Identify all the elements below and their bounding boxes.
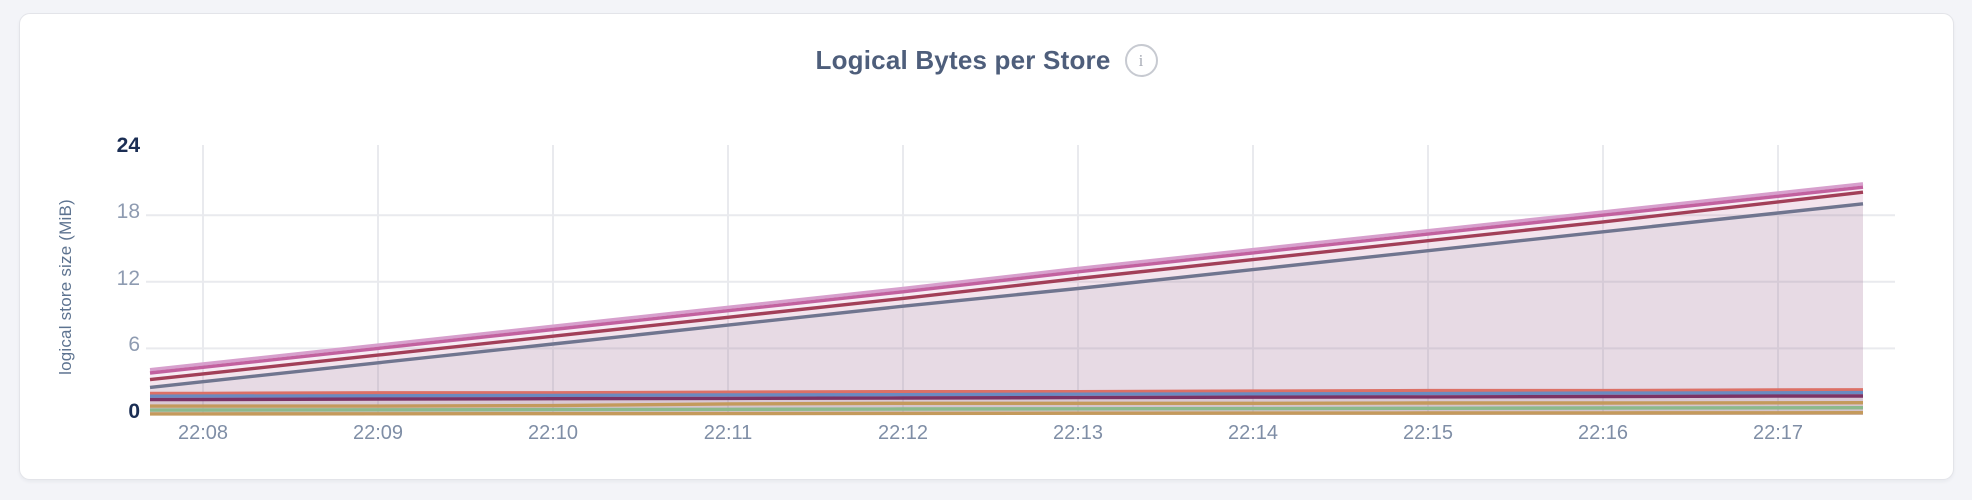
- y-tick-label: 18: [116, 200, 140, 224]
- y-tick-label: 6: [128, 333, 140, 357]
- series-line-store-1-pale-pink: [149, 182, 1864, 372]
- x-tick-label: 22:10: [527, 422, 579, 444]
- x-tick-label: 22:11: [703, 422, 753, 444]
- series-line-store-8-tan: [150, 401, 1864, 408]
- series-area-store-2-magenta: [150, 187, 1863, 415]
- series-line-store-2-magenta: [149, 185, 1864, 375]
- series-area-store-4-slate: [150, 203, 1863, 415]
- x-tick-label: 22:08: [177, 422, 229, 444]
- series-line-store-5-salmon: [149, 388, 1864, 396]
- series-line-store-3-crimson: [149, 190, 1864, 382]
- x-tick-label: 22:13: [1052, 422, 1104, 444]
- x-tick-label: 22:15: [1402, 422, 1454, 444]
- x-tick-label: 22:17: [1752, 422, 1804, 444]
- series-area-store-3-crimson: [150, 192, 1863, 415]
- series-line-store-7-plum: [149, 394, 1864, 402]
- series-line-store-6-blue: [149, 390, 1864, 398]
- y-tick-label: 24: [116, 133, 140, 157]
- series-line-store-10-tan: [150, 411, 1864, 416]
- chart-header: Logical Bytes per Store i: [20, 44, 1953, 77]
- x-tick-label: 22:09: [352, 422, 404, 444]
- y-tick-label: 12: [116, 266, 140, 290]
- x-tick-label: 22:16: [1577, 422, 1629, 444]
- x-tick-label: 22:12: [877, 422, 929, 444]
- x-tick-label: 22:14: [1227, 422, 1279, 444]
- series-line-store-4-slate: [149, 202, 1864, 390]
- chart-title: Logical Bytes per Store: [815, 45, 1111, 75]
- series-line-store-9-green: [149, 406, 1864, 412]
- y-tick-label: 0: [128, 400, 140, 423]
- info-icon[interactable]: i: [1124, 44, 1158, 77]
